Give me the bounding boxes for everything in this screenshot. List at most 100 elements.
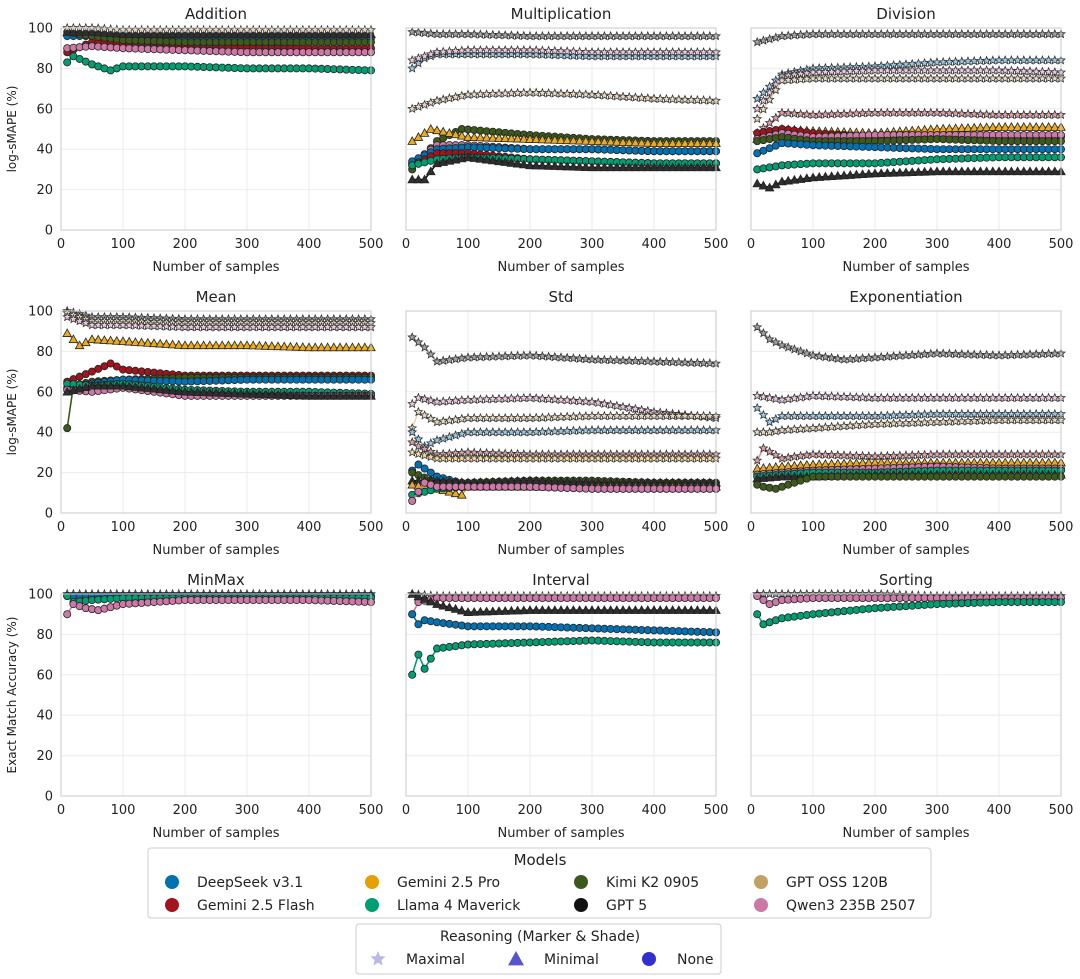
panel-mean-xtick-100: 100	[111, 520, 136, 535]
panel-mean-point-gemini-2-5-pro-minimal-430	[322, 342, 333, 352]
panel-multiplication-point-gemini-2-5-pro-minimal-80	[450, 129, 461, 139]
panel-multiplication-point-gemini-2-5-pro-minimal-240	[549, 134, 560, 144]
panel-division-xtick-200: 200	[863, 237, 888, 252]
panel-multiplication-point-gemini-2-5-pro-minimal-320	[599, 136, 610, 146]
panel-mean-point-gemini-2-5-pro-minimal-260	[217, 340, 228, 350]
panel-multiplication-series-deepseek-v3-1-none	[408, 143, 721, 166]
panel-multiplication-point-gpt-5-minimal-350	[618, 162, 628, 172]
panel-multiplication-point-gpt-5-minimal-460	[686, 162, 697, 172]
panel-interval-point-gpt-5-minimal-180	[512, 605, 523, 615]
panel-division-point-gpt-5-minimal-280	[919, 166, 930, 176]
legend-models-title: Models	[514, 851, 567, 869]
panel-multiplication-point-gpt-5-minimal-370	[630, 162, 641, 172]
panel-multiplication-point-gpt-5-minimal-280	[574, 161, 585, 171]
panel-std-xtick-100: 100	[456, 520, 481, 535]
panel-std-xtick-200: 200	[518, 520, 543, 535]
panel-exponentiation-point-gpt-5-minimal-60	[783, 471, 794, 481]
panel-multiplication-point-deepseek-v3-1-maximal-10	[407, 63, 418, 73]
panel-minmax-xtick-500: 500	[359, 803, 384, 818]
panel-multiplication-point-gpt-oss-120b-maximal-350	[618, 91, 628, 101]
panel-multiplication-point-gpt-5-minimal-190	[518, 159, 529, 169]
panel-exponentiation-frame	[750, 310, 1062, 514]
panel-mean-point-gpt-5-minimal-70	[99, 380, 110, 390]
panel-division-frame	[750, 27, 1062, 231]
panel-division-point-gpt-oss-120b-maximal-30	[764, 94, 775, 104]
panel-mean-point-gemini-2-5-pro-minimal-120	[130, 337, 141, 346]
panel-multiplication-xtick-0: 0	[402, 237, 410, 252]
panel-mean-xtick-500: 500	[359, 520, 384, 535]
panel-std-point-deepseek-v3-1-maximal-60	[438, 433, 449, 443]
panel-multiplication-point-gemini-2-5-pro-minimal-460	[686, 138, 697, 147]
panel-exponentiation-xtick-200: 200	[863, 520, 888, 535]
panel-division-point-gemini-2-5-flash-maximal-30	[764, 117, 775, 128]
panel-division-point-gpt-5-minimal-80	[795, 174, 806, 183]
panel-std-point-qwen3-235b-2507-maximal-350	[618, 401, 628, 412]
panel-mean-series-gpt-oss-120b-maximal	[62, 307, 376, 328]
panel-interval-point-gpt-5-minimal-50	[432, 599, 442, 608]
panel-interval-point-gpt-5-minimal-370	[630, 605, 641, 614]
panel-interval-point-gpt-5-minimal-230	[543, 605, 554, 614]
panel-multiplication-point-deepseek-v3-1-maximal-20	[413, 58, 424, 68]
panel-std-point-qwen3-235b-2507-maximal-200	[525, 392, 535, 403]
panel-multiplication-point-gpt-5-minimal-290	[580, 162, 591, 171]
legend-item-llama-4-maverick: Llama 4 Maverick	[365, 898, 521, 914]
panel-multiplication-point-gpt-oss-120b-maximal-380	[636, 92, 647, 103]
panel-multiplication-point-gpt-5-minimal-390	[642, 162, 653, 172]
panel-addition-xtick-400: 400	[297, 237, 322, 252]
panel-interval-point-gpt-5-minimal-210	[531, 605, 542, 614]
panel-division-series-deepseek-v3-1-maximal	[752, 55, 1066, 103]
panel-multiplication-point-gemini-2-5-pro-minimal-450	[680, 138, 690, 147]
panel-division-xtick-500: 500	[1049, 237, 1074, 252]
panel-interval-point-gpt-5-minimal-320	[599, 605, 610, 614]
panel-division-series-gpt-oss-120b-maximal	[752, 73, 1066, 124]
panel-multiplication-point-gpt-oss-120b-maximal-20	[413, 101, 424, 112]
panel-multiplication-point-gpt-5-minimal-270	[568, 161, 579, 171]
panel-exponentiation-point-deepseek-v3-1-maximal-40	[770, 413, 781, 424]
panel-exponentiation-point-gpt-5-maximal-50	[777, 340, 787, 350]
panel-division-point-gpt-5-minimal-370	[975, 166, 986, 176]
panel-mean-point-gpt-5-minimal-230	[198, 387, 209, 397]
panel-division-point-gpt-oss-120b-maximal-20	[758, 104, 769, 114]
panel-division-point-gemini-2-5-flash-maximal-60	[783, 107, 794, 118]
panel-interval-point-gpt-5-minimal-380	[636, 605, 647, 614]
panel-division-xtick-300: 300	[925, 237, 950, 252]
panel-exponentiation-point-gpt-5-minimal-30	[764, 472, 775, 482]
panel-multiplication-point-gpt-5-minimal-110	[469, 153, 480, 162]
panel-mean-xtick-200: 200	[173, 520, 198, 535]
panel-multiplication-series-gpt-5-minimal	[407, 152, 721, 184]
panel-addition-point-gpt-5-minimal-200	[180, 29, 190, 38]
panel-mean-point-gpt-5-minimal-320	[254, 389, 265, 398]
panel-std-point-gemini-2-5-pro-maximal-30	[419, 450, 430, 460]
panel-mean-point-gpt-5-minimal-120	[130, 381, 141, 391]
panel-mean-point-gpt-5-minimal-150	[149, 383, 159, 393]
panel-division-point-gpt-5-minimal-180	[857, 169, 868, 179]
panel-mean-point-gemini-2-5-pro-minimal-90	[111, 335, 122, 345]
legend-swatch-deepseek-v3-1	[165, 875, 179, 889]
panel-multiplication-point-gemini-2-5-pro-minimal-360	[624, 137, 635, 147]
panel-exponentiation-point-gemini-2-5-flash-maximal-40	[770, 449, 781, 460]
panel-exponentiation-point-gpt-5-maximal-60	[783, 342, 794, 352]
panel-exponentiation-point-gpt-5-maximal-100	[808, 350, 818, 360]
panel-sorting-series-llama-4-maverick-none	[753, 598, 1066, 629]
panel-std-point-gpt-5-maximal-290	[580, 353, 591, 364]
panel-sorting: Sorting 0 100 200 300 400 500 Number of samples	[747, 571, 1074, 841]
panel-std-point-qwen3-235b-2507-maximal-20	[413, 392, 424, 403]
panel-addition-frame	[60, 27, 372, 231]
panel-addition-point-gpt-5-minimal-220	[192, 29, 203, 38]
panel-std-series-deepseek-v3-1-maximal	[407, 424, 721, 451]
panel-sorting-xtick-100: 100	[801, 803, 826, 818]
panel-multiplication-point-gemini-2-5-pro-minimal-100	[463, 132, 473, 141]
panel-addition-point-gpt-5-minimal-380	[291, 29, 302, 38]
panel-multiplication-point-gpt-5-minimal-160	[500, 157, 511, 166]
panel-std-xlabel: Number of samples	[497, 543, 624, 558]
panel-std-point-deepseek-v3-1-maximal-50	[432, 435, 442, 445]
panel-multiplication-point-gpt-5-minimal-410	[655, 162, 666, 172]
panel-interval-point-gpt-5-minimal-140	[487, 606, 498, 616]
panel-mean-point-gpt-5-minimal-170	[161, 384, 172, 394]
legend-swatch-qwen3-235b-2507	[754, 898, 768, 912]
legend-label-none: None	[677, 952, 714, 968]
panel-mean-point-gpt-5-minimal-200	[180, 386, 190, 396]
panel-interval-point-gpt-5-minimal-470	[692, 605, 703, 614]
panel-std-point-deepseek-v3-1-maximal-40	[425, 438, 436, 448]
panel-multiplication-point-gpt-5-minimal-380	[636, 162, 647, 172]
